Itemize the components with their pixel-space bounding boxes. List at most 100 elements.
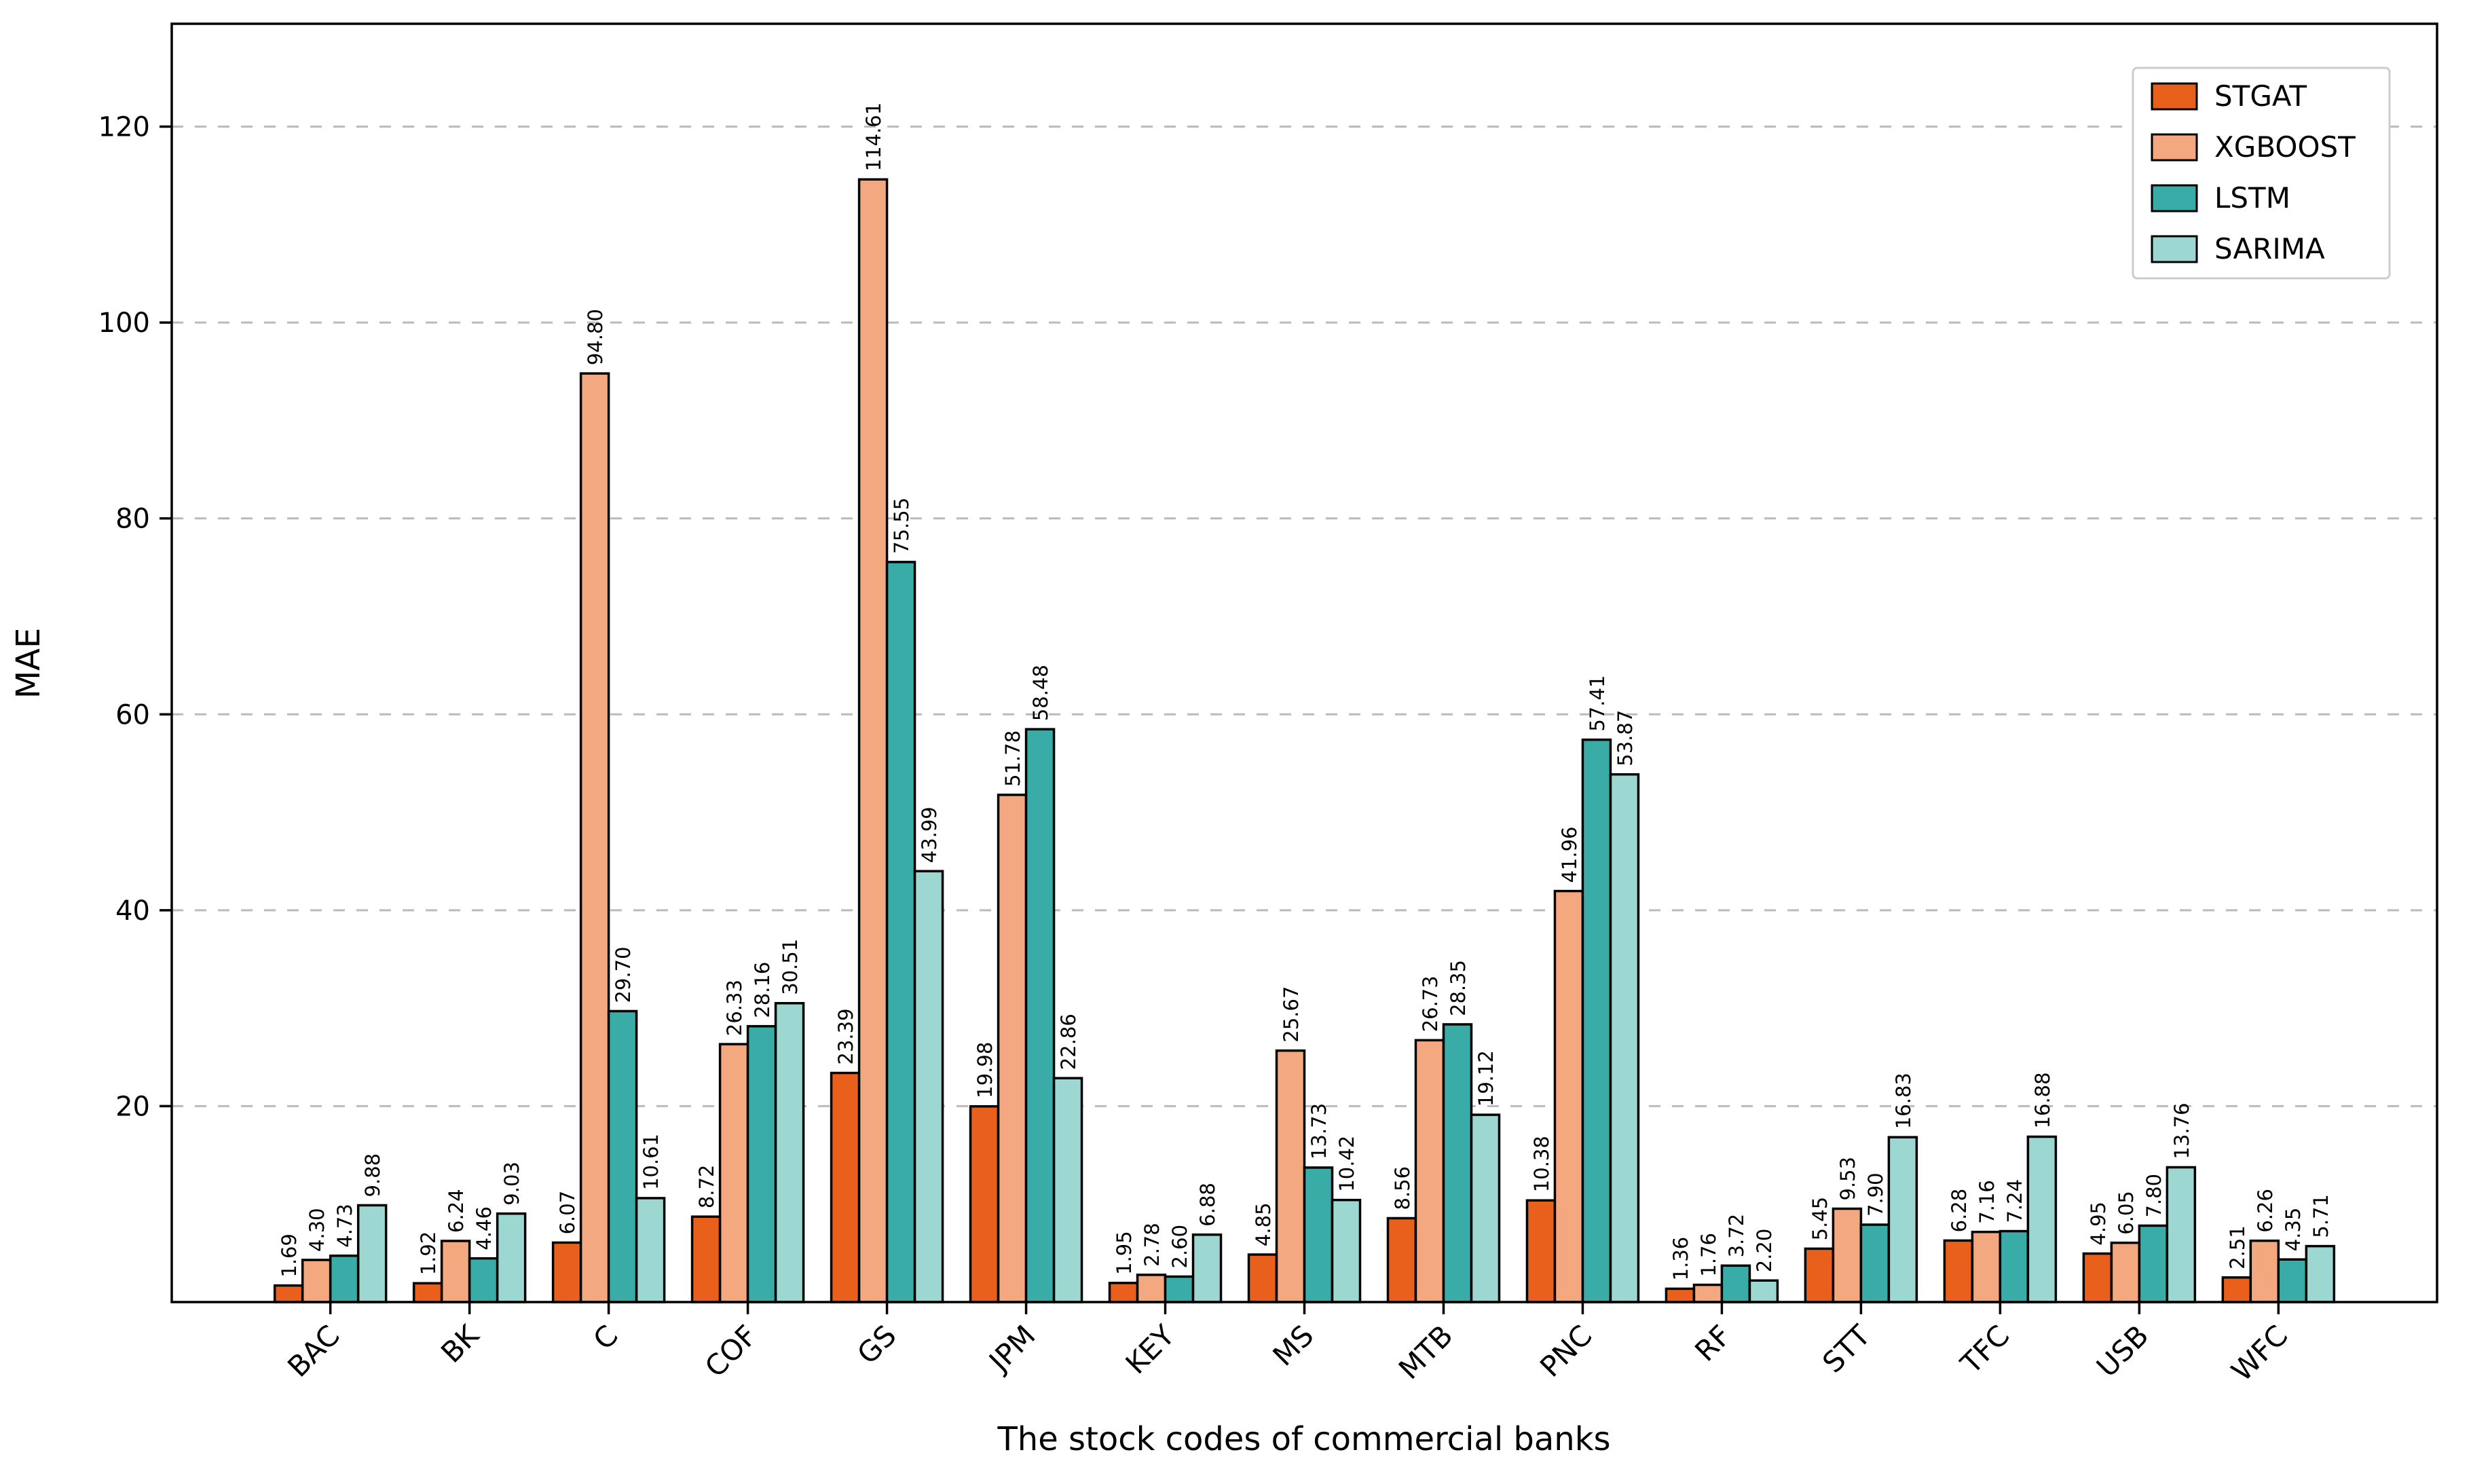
bar-XGBOOST-TFC xyxy=(1971,1230,2002,1303)
axes: 20 40 60 80 100 120 BAC BK C COF GS JPM KEY MS MTB PNC R… xyxy=(98,22,2438,1388)
bar-value-label: 13.73 xyxy=(1307,1103,1331,1160)
bar-XGBOOST-PNC xyxy=(1553,889,1584,1303)
bar-STGAT-MS xyxy=(1247,1253,1278,1303)
bar-value-label: 4.85 xyxy=(1252,1202,1275,1246)
bar-STGAT-STT xyxy=(1804,1247,1835,1303)
bar-value-label: 7.16 xyxy=(1975,1180,1999,1224)
bar-LSTM-USB xyxy=(2138,1224,2169,1303)
bar-value-label: 1.92 xyxy=(417,1231,440,1276)
bar-SARIMA-GS xyxy=(913,870,944,1303)
legend: STGAT XGBOOST LSTM SARIMA xyxy=(2132,67,2391,280)
bar-value-label: 94.80 xyxy=(584,309,607,365)
bar-value-label: 5.45 xyxy=(1808,1197,1832,1241)
y-tick-label: 120 xyxy=(98,112,150,143)
bar-SARIMA-BAC xyxy=(356,1204,388,1303)
bar-value-label: 25.67 xyxy=(1280,986,1303,1043)
x-axis-title: The stock codes of commercial banks xyxy=(997,1420,1610,1458)
bar-SARIMA-COF xyxy=(774,1002,805,1303)
bar-SARIMA-STT xyxy=(1887,1136,1918,1303)
bar-value-label: 5.71 xyxy=(2309,1194,2333,1238)
bar-value-label: 51.78 xyxy=(1001,730,1024,787)
bar-value-label: 29.70 xyxy=(612,946,635,1003)
bars: 1.69 1.92 6.07 8.72 23.39 19.98 1.95 4.85 8.56 10… xyxy=(273,103,2336,1303)
bar-value-label: 30.51 xyxy=(779,939,802,995)
bar-STGAT-GS xyxy=(830,1071,861,1303)
bar-value-label: 7.24 xyxy=(2003,1179,2026,1223)
bar-value-label: 1.95 xyxy=(1113,1231,1136,1275)
x-tick-label-COF: COF xyxy=(699,1318,764,1384)
bar-XGBOOST-MTB xyxy=(1414,1039,1445,1303)
bar-value-label: 28.35 xyxy=(1447,960,1470,1016)
legend-label-STGAT: STGAT xyxy=(2214,79,2307,113)
bar-value-label: 19.12 xyxy=(1474,1050,1498,1107)
x-tick-label-BK: BK xyxy=(434,1318,486,1369)
bar-SARIMA-PNC xyxy=(1609,773,1640,1303)
legend-label-LSTM: LSTM xyxy=(2214,181,2290,215)
bar-LSTM-KEY xyxy=(1164,1275,1195,1303)
legend-swatch-SARIMA xyxy=(2151,235,2198,263)
bar-XGBOOST-MS xyxy=(1275,1049,1306,1303)
bar-STGAT-JPM xyxy=(969,1105,1000,1303)
x-tick-label-JPM: JPM xyxy=(982,1318,1042,1379)
bar-STGAT-KEY xyxy=(1108,1282,1139,1303)
bar-value-label: 4.46 xyxy=(472,1206,496,1250)
bar-LSTM-COF xyxy=(746,1024,777,1303)
bar-value-label: 16.88 xyxy=(2031,1072,2054,1128)
bar-value-label: 4.35 xyxy=(2282,1208,2305,1252)
bar-value-label: 7.90 xyxy=(1864,1172,1887,1217)
bar-XGBOOST-KEY xyxy=(1136,1274,1167,1303)
bar-value-label: 22.86 xyxy=(1057,1014,1080,1070)
bar-value-label: 6.26 xyxy=(2254,1189,2277,1233)
bar-XGBOOST-STT xyxy=(1832,1207,1863,1303)
bar-value-label: 13.76 xyxy=(2170,1102,2193,1159)
bar-value-label: 41.96 xyxy=(1558,827,1581,883)
bar-value-label: 6.28 xyxy=(1948,1189,1971,1233)
x-tick-label-MTB: MTB xyxy=(1392,1318,1460,1386)
legend-label-XGBOOST: XGBOOST xyxy=(2214,130,2356,164)
bar-SARIMA-JPM xyxy=(1052,1077,1083,1303)
bar-value-label: 7.80 xyxy=(2142,1174,2166,1218)
bar-SARIMA-MS xyxy=(1331,1198,1362,1303)
bar-LSTM-MS xyxy=(1303,1166,1334,1303)
bar-LSTM-PNC xyxy=(1581,738,1612,1303)
x-tick-label-MS: MS xyxy=(1266,1318,1320,1372)
x-tick-label-GS: GS xyxy=(851,1318,903,1371)
x-tick-label-RF: RF xyxy=(1688,1318,1737,1367)
y-axis-title: MAE xyxy=(10,628,48,699)
bar-STGAT-TFC xyxy=(1943,1239,1974,1303)
bar-XGBOOST-USB xyxy=(2110,1241,2141,1303)
bar-value-label: 10.38 xyxy=(1530,1136,1553,1192)
bar-value-label: 9.03 xyxy=(500,1162,523,1206)
gridlines xyxy=(172,126,2437,1107)
y-tick-label: 80 xyxy=(115,504,150,535)
bar-value-label: 1.36 xyxy=(1669,1237,1692,1281)
bar-XGBOOST-RF xyxy=(1692,1283,1724,1303)
bar-value-label: 2.60 xyxy=(1168,1225,1191,1269)
bar-LSTM-MTB xyxy=(1442,1023,1473,1303)
bar-STGAT-RF xyxy=(1665,1287,1696,1303)
bar-SARIMA-WFC xyxy=(2305,1244,2336,1303)
bar-value-label: 6.88 xyxy=(1196,1183,1219,1227)
bar-STGAT-BK xyxy=(412,1282,443,1303)
bar-value-label: 58.48 xyxy=(1029,665,1052,721)
bar-LSTM-JPM xyxy=(1024,728,1056,1303)
x-tick-label-STT: STT xyxy=(1816,1318,1877,1379)
bar-LSTM-STT xyxy=(1859,1223,1891,1303)
x-tick-label-BAC: BAC xyxy=(281,1318,346,1384)
bar-value-label: 10.61 xyxy=(639,1134,663,1190)
bar-value-label: 8.56 xyxy=(1391,1166,1414,1210)
x-tick-label-C: C xyxy=(587,1318,624,1356)
bar-value-label: 57.41 xyxy=(1586,675,1609,732)
bar-SARIMA-MTB xyxy=(1470,1113,1501,1303)
bar-LSTM-WFC xyxy=(2277,1258,2308,1303)
x-tick-label-USB: USB xyxy=(2090,1318,2155,1384)
x-tick-label-PNC: PNC xyxy=(1534,1318,1599,1384)
bar-XGBOOST-BAC xyxy=(301,1259,332,1303)
bar-value-label: 1.69 xyxy=(278,1233,301,1278)
bar-value-label: 2.20 xyxy=(1753,1229,1776,1273)
bar-value-label: 43.99 xyxy=(918,806,941,863)
bar-XGBOOST-GS xyxy=(857,178,889,1303)
bar-value-label: 6.05 xyxy=(2115,1191,2138,1235)
